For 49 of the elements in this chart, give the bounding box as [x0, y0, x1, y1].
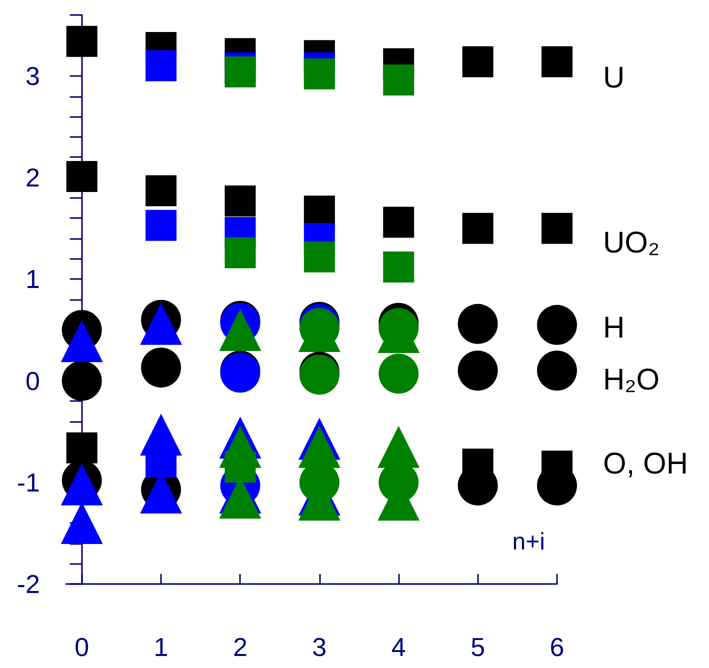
- point: [304, 241, 335, 272]
- x-tick-label: 0: [74, 632, 90, 662]
- point: [462, 46, 494, 78]
- point: [146, 175, 177, 206]
- point: [378, 354, 419, 394]
- x-tick-label: 2: [232, 632, 248, 662]
- x-tick-label: 3: [312, 632, 327, 662]
- point: [141, 348, 182, 388]
- point: [462, 212, 494, 244]
- x-tick-label: 6: [550, 632, 564, 662]
- point: [298, 426, 340, 468]
- point: [458, 350, 498, 391]
- point: [60, 320, 103, 362]
- point: [458, 304, 498, 344]
- y-tick-label: -1: [16, 467, 40, 498]
- point: [542, 46, 572, 78]
- point: [383, 206, 414, 238]
- y-tick-label: 3: [26, 60, 40, 91]
- y-tick-label: 0: [26, 366, 40, 396]
- point: [383, 64, 414, 96]
- x-tick-label: 5: [470, 632, 486, 662]
- text: H: [603, 312, 625, 344]
- y-tick-label: 2: [26, 162, 40, 193]
- point: [224, 185, 256, 216]
- point: [146, 50, 177, 82]
- point: [146, 210, 177, 241]
- text: UO₂: [603, 226, 660, 260]
- point: [219, 426, 262, 468]
- point: [537, 304, 577, 345]
- x-tick-label: 1: [154, 632, 168, 662]
- point: [62, 360, 102, 401]
- point: [66, 26, 98, 57]
- point: [542, 212, 572, 244]
- point: [224, 237, 256, 268]
- x-axis-title: n+i: [512, 528, 545, 556]
- x-tick-label: 4: [391, 632, 406, 662]
- text: U: [603, 62, 625, 94]
- y-tick-label: -2: [16, 569, 40, 599]
- point: [378, 426, 420, 468]
- point: [304, 58, 335, 90]
- point: [537, 350, 577, 391]
- point: [66, 161, 98, 192]
- point: [66, 432, 98, 464]
- text: O, OH: [603, 448, 688, 480]
- y-tick-label: 1: [26, 264, 40, 294]
- point: [383, 251, 414, 282]
- text: H₂O: [603, 364, 660, 396]
- point: [140, 414, 182, 456]
- point: [219, 308, 262, 351]
